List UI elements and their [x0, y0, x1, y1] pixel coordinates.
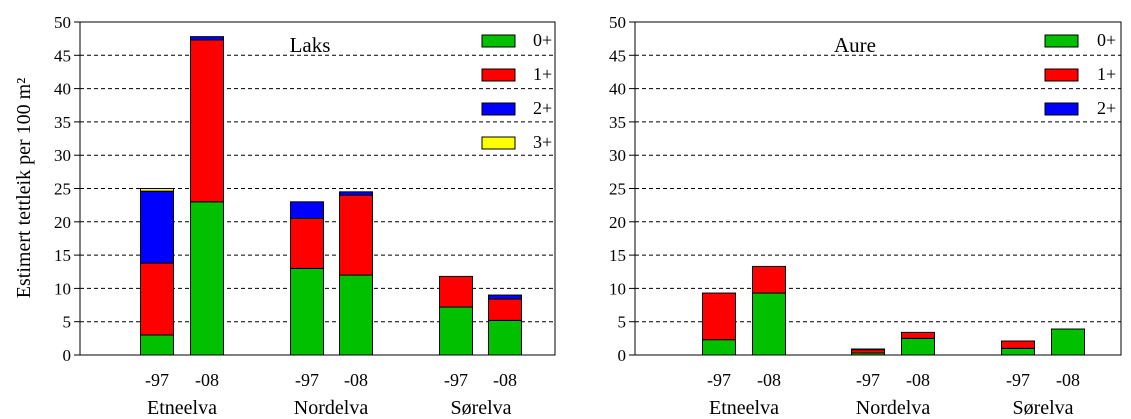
- bar-1+: [702, 292, 736, 341]
- bar-0+: [702, 339, 736, 356]
- x-tick-label: -97: [444, 370, 468, 390]
- y-axis-label: Estimert tettleik per 100 m²: [13, 78, 35, 298]
- x-tick-label: -08: [757, 370, 781, 390]
- legend-swatch: [481, 102, 516, 116]
- plot-frame: [634, 21, 1122, 356]
- legend-label: 1+: [1097, 64, 1116, 84]
- x-group-label: Etneelva: [147, 397, 217, 419]
- y-tick-label: 5: [618, 313, 627, 332]
- bar-2+: [339, 191, 373, 196]
- y-tick-label: 10: [609, 279, 626, 298]
- bar-2+: [851, 348, 885, 351]
- y-tick-label: 40: [609, 80, 626, 99]
- y-tick-label: 20: [54, 213, 71, 232]
- bar-2+: [488, 294, 522, 300]
- y-tick-label: 20: [609, 213, 626, 232]
- chart-title: Aure: [834, 33, 876, 57]
- y-tick-label: 45: [54, 46, 71, 65]
- x-group-label: Nordelva: [856, 397, 931, 419]
- x-group-label: Sørelva: [1012, 397, 1073, 419]
- bar-0+: [339, 274, 373, 356]
- y-tick-label: 40: [54, 80, 71, 99]
- y-tick-label: 15: [54, 246, 71, 265]
- legend-label: 1+: [533, 64, 552, 84]
- bar-0+: [901, 337, 935, 356]
- y-tick-label: 5: [63, 313, 72, 332]
- x-tick-label: -97: [1006, 370, 1030, 390]
- bar-1+: [339, 194, 373, 276]
- y-tick-label: 10: [54, 279, 71, 298]
- bar-0+: [290, 267, 324, 356]
- legend-swatch: [481, 136, 516, 150]
- x-group-label: Nordelva: [294, 397, 369, 419]
- x-tick-label: -97: [145, 370, 169, 390]
- legend-label: 2+: [533, 98, 552, 118]
- bar-2+: [140, 190, 174, 264]
- bar-3+: [140, 188, 174, 192]
- bar-0+: [752, 292, 786, 356]
- bar-2+: [190, 36, 224, 41]
- y-tick-label: 50: [609, 13, 626, 32]
- legend-swatch: [481, 34, 516, 48]
- y-tick-label: 15: [609, 246, 626, 265]
- x-group-label: Etneelva: [709, 397, 779, 419]
- x-tick-label: -97: [856, 370, 880, 390]
- bar-1+: [901, 331, 935, 339]
- y-tick-label: 30: [54, 146, 71, 165]
- chart-panel-0: 0 5 10 15 20 25 30 35 40 45 50 -97 -08 -97 -08 -97 -08 Et…: [54, 13, 556, 419]
- bar-0+: [190, 201, 224, 356]
- bar-2+: [290, 201, 324, 219]
- chart-title: Laks: [290, 33, 331, 57]
- bar-1+: [140, 262, 174, 336]
- y-tick-label: 30: [609, 146, 626, 165]
- legend-swatch: [481, 68, 516, 82]
- bar-1+: [439, 275, 473, 308]
- x-tick-label: -08: [1056, 370, 1080, 390]
- bar-1+: [190, 39, 224, 203]
- x-tick-label: -97: [295, 370, 319, 390]
- y-tick-label: 35: [609, 113, 626, 132]
- legend-swatch: [1044, 68, 1079, 82]
- y-tick-label: 35: [54, 113, 71, 132]
- legend-swatch: [1044, 102, 1079, 116]
- bar-0+: [439, 306, 473, 356]
- x-tick-label: -97: [707, 370, 731, 390]
- y-tick-label: 0: [63, 346, 72, 365]
- x-tick-label: -08: [344, 370, 368, 390]
- legend-label: 2+: [1097, 98, 1116, 118]
- legend-label: 3+: [533, 132, 552, 152]
- legend-swatch: [1044, 34, 1079, 48]
- bar-1+: [752, 265, 786, 294]
- chart-panel-1: 0 5 10 15 20 25 30 35 40 45 50 -97 -08 -97 -08 -97 -08 Et…: [609, 13, 1122, 419]
- plot-frame: [79, 21, 556, 356]
- y-tick-label: 25: [609, 180, 626, 199]
- y-tick-label: 0: [618, 346, 627, 365]
- bar-0+: [140, 334, 174, 356]
- y-tick-label: 50: [54, 13, 71, 32]
- bar-0+: [1001, 347, 1035, 356]
- x-tick-label: -08: [493, 370, 517, 390]
- bar-0+: [1051, 328, 1085, 356]
- y-tick-label: 25: [54, 180, 71, 199]
- bar-1+: [488, 298, 522, 321]
- x-tick-label: -08: [195, 370, 219, 390]
- legend-label: 0+: [533, 30, 552, 50]
- x-tick-label: -08: [906, 370, 930, 390]
- x-group-label: Sørelva: [450, 397, 511, 419]
- bar-1+: [1001, 340, 1035, 349]
- bar-0+: [488, 319, 522, 356]
- y-tick-label: 45: [609, 46, 626, 65]
- bar-1+: [290, 217, 324, 269]
- legend-label: 0+: [1097, 30, 1116, 50]
